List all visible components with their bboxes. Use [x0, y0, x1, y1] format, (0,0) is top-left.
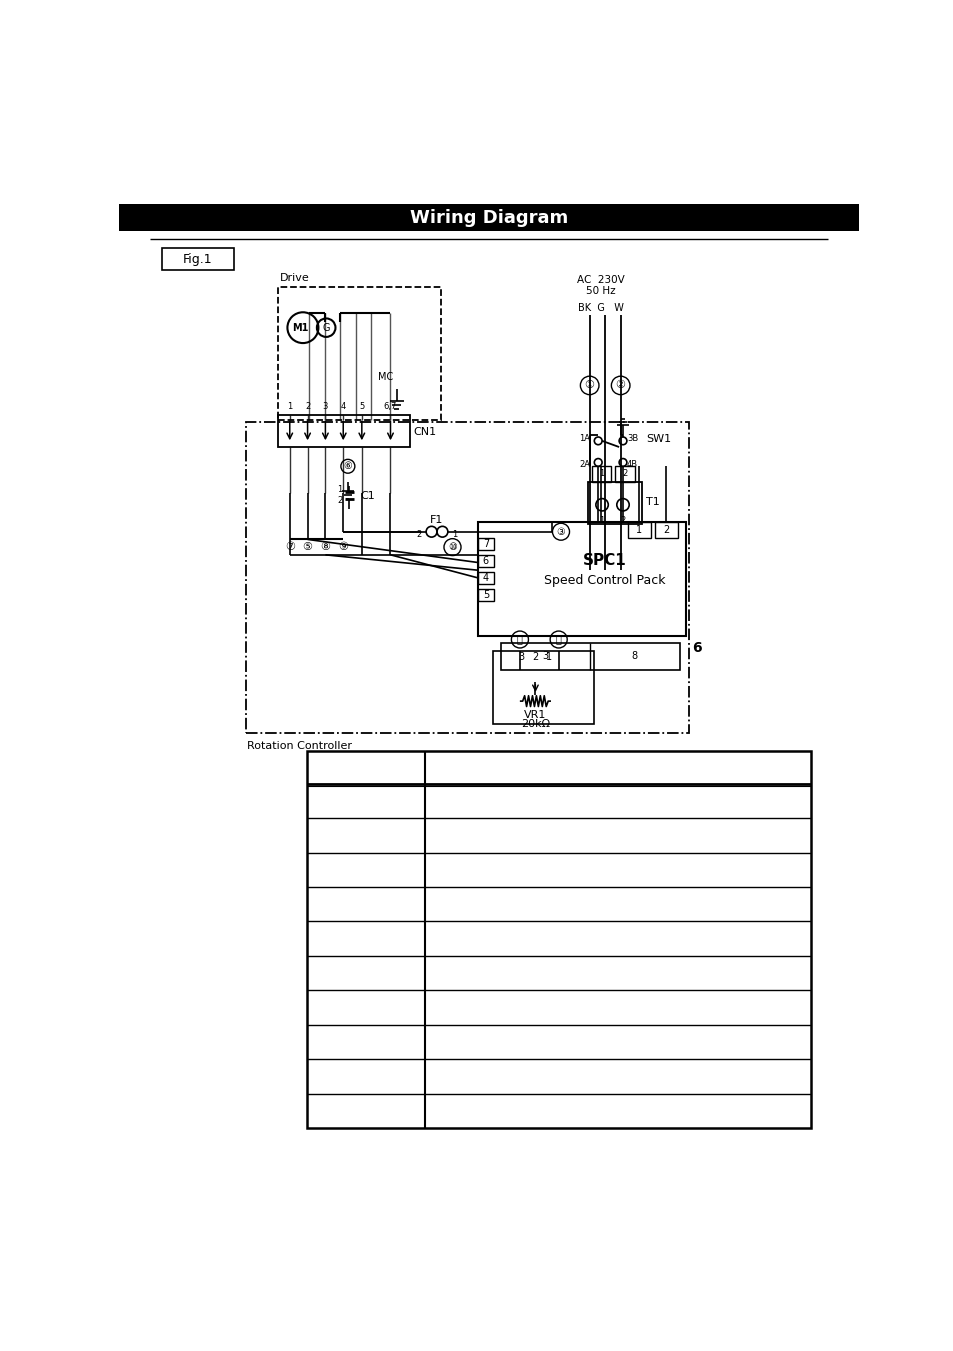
Text: 1A: 1A — [578, 434, 590, 443]
Bar — [278, 415, 410, 447]
Bar — [627, 523, 650, 538]
Text: SPC1: SPC1 — [582, 554, 626, 569]
Text: 1: 1 — [287, 401, 292, 411]
Text: 6,7: 6,7 — [383, 401, 396, 411]
Bar — [477, 571, 493, 584]
Bar — [615, 466, 634, 482]
Bar — [587, 482, 641, 524]
Bar — [493, 651, 593, 724]
Text: F1: F1 — [430, 515, 443, 526]
Text: 5: 5 — [359, 401, 364, 411]
Text: AC  230V
50 Hz: AC 230V 50 Hz — [577, 274, 624, 296]
Text: 1: 1 — [452, 530, 457, 539]
Text: Rotation Controller: Rotation Controller — [247, 742, 352, 751]
Text: 2A: 2A — [578, 461, 590, 469]
Text: 3: 3 — [542, 651, 548, 661]
Bar — [477, 538, 493, 550]
Text: 3: 3 — [322, 401, 328, 411]
Text: 1: 1 — [336, 485, 342, 494]
Text: ⑨: ⑨ — [338, 542, 348, 553]
Text: 4: 4 — [340, 401, 346, 411]
Text: M1: M1 — [293, 323, 309, 332]
Bar — [477, 523, 685, 636]
Bar — [162, 249, 233, 270]
Text: Fig.1: Fig.1 — [183, 253, 213, 266]
Bar — [477, 589, 493, 601]
Text: BK  G   W: BK G W — [578, 304, 623, 313]
Bar — [245, 423, 688, 734]
Text: ⑤: ⑤ — [302, 542, 313, 553]
Text: ⑪: ⑪ — [517, 635, 522, 644]
Bar — [500, 643, 679, 670]
Bar — [307, 751, 810, 1128]
Text: 2: 2 — [619, 516, 625, 526]
Text: ⑧: ⑧ — [320, 542, 330, 553]
Text: 4B: 4B — [626, 461, 638, 469]
Text: CN1: CN1 — [414, 427, 436, 436]
Text: C1: C1 — [360, 492, 375, 501]
Text: 1: 1 — [636, 526, 641, 535]
Text: 1: 1 — [598, 516, 604, 526]
Text: 4: 4 — [482, 573, 488, 582]
Text: 1: 1 — [546, 653, 552, 662]
Text: 2: 2 — [532, 653, 538, 662]
Text: Drive: Drive — [279, 273, 309, 282]
Text: 2: 2 — [336, 496, 342, 505]
Text: ⑥: ⑥ — [343, 461, 352, 471]
Text: ⑦: ⑦ — [284, 542, 294, 553]
Text: Speed Control Pack: Speed Control Pack — [544, 574, 665, 586]
Text: 3: 3 — [517, 653, 524, 662]
Text: ③: ③ — [556, 527, 565, 536]
Bar — [654, 523, 678, 538]
Text: MC: MC — [377, 372, 393, 381]
Text: 8: 8 — [631, 651, 637, 661]
Text: Wiring Diagram: Wiring Diagram — [410, 208, 567, 227]
Text: VR1: VR1 — [524, 711, 546, 720]
Text: 7: 7 — [482, 539, 489, 549]
Text: ①: ① — [584, 381, 594, 390]
Text: 3B: 3B — [626, 434, 638, 443]
Bar — [477, 555, 493, 567]
Text: 2: 2 — [305, 401, 310, 411]
Text: 2: 2 — [662, 526, 669, 535]
Text: 5: 5 — [482, 590, 489, 600]
Text: ⑩: ⑩ — [448, 542, 456, 553]
Bar — [592, 466, 611, 482]
Text: ⑫: ⑫ — [556, 635, 561, 644]
Bar — [278, 286, 440, 420]
Text: ②: ② — [615, 381, 625, 390]
Bar — [119, 204, 858, 231]
Text: SW1: SW1 — [645, 434, 671, 443]
Text: 1: 1 — [598, 469, 603, 478]
Text: 2: 2 — [416, 530, 421, 539]
Text: 20kΩ: 20kΩ — [520, 719, 550, 730]
Text: 6: 6 — [482, 557, 488, 566]
Text: T1: T1 — [645, 497, 659, 508]
Text: 6: 6 — [692, 640, 701, 655]
Text: G: G — [322, 323, 330, 332]
Text: 2: 2 — [621, 469, 626, 478]
